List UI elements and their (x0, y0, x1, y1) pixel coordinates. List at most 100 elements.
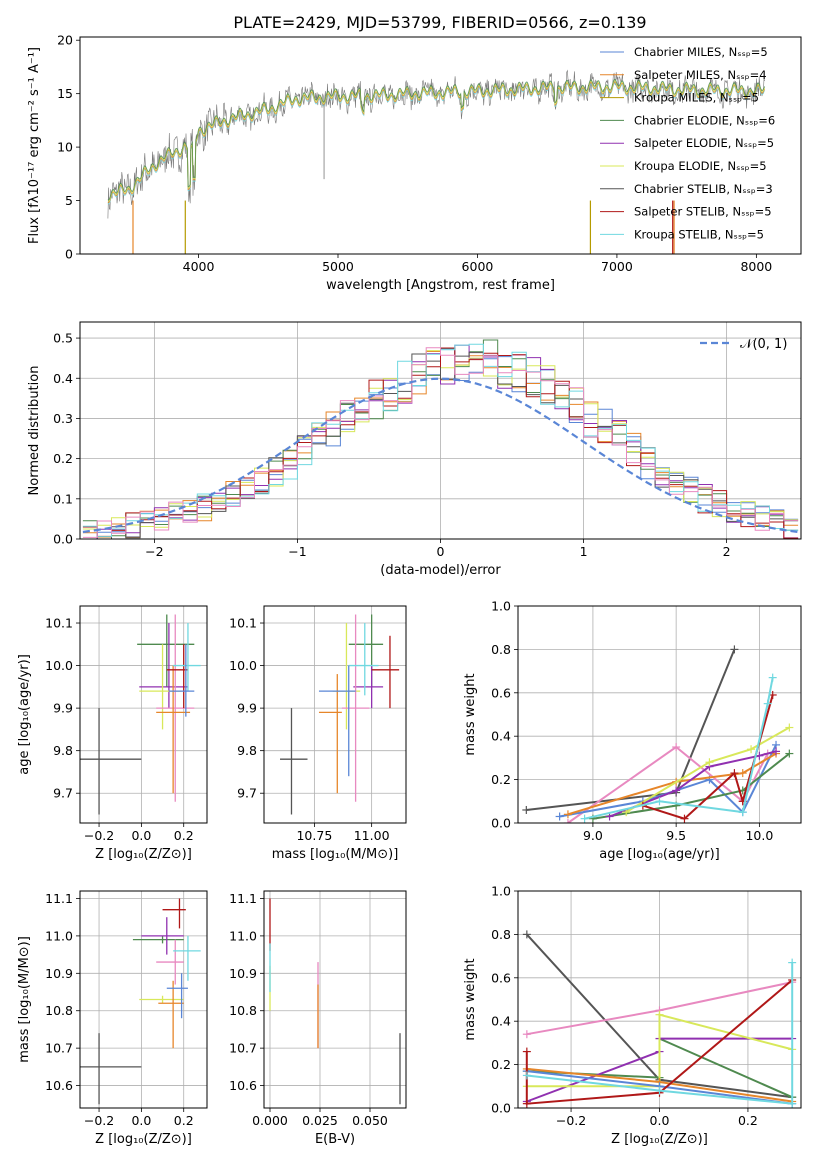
y-tick-label: 10.6 (229, 1078, 257, 1093)
axes-frame (79, 605, 208, 824)
y-tick-label: 9.9 (53, 701, 73, 716)
normal-curve (82, 377, 799, 534)
plot-area (280, 614, 400, 815)
axes-frame (263, 605, 407, 824)
y-tick-label: 10.7 (229, 1041, 257, 1056)
plot-area (107, 69, 766, 254)
x-tick-label: −2 (145, 544, 163, 559)
y-tick-label: 1.0 (491, 884, 511, 899)
y-axis-label: age [log₁₀(age/yr)] (17, 654, 32, 775)
x-tick-label: 8000 (740, 259, 772, 274)
legend-entry: Chabrier STELIB, Nₛₛₚ=3 (634, 182, 773, 196)
x-tick-label: −0.2 (84, 1113, 114, 1128)
axes-frame (79, 321, 802, 540)
x-tick-label: 6000 (462, 259, 494, 274)
axes-frame (79, 890, 208, 1109)
y-tick-label: 5 (65, 193, 73, 208)
y-tick-label: 10.9 (45, 966, 73, 981)
plot-area (80, 614, 201, 815)
mass-weight-line (526, 1013, 793, 1088)
legend-entry: Kroupa STELIB, Nₛₛₚ=5 (634, 227, 764, 241)
y-axis-label: mass [log₁₀(M/M⊙)] (17, 936, 32, 1063)
mass-weight-line (526, 649, 736, 811)
y-axis-label: Flux [fλ10⁻¹⁷ erg cm⁻² s⁻¹ A⁻¹] (27, 47, 42, 244)
y-tick-label: 0.3 (53, 411, 73, 426)
y-tick-label: 9.7 (237, 786, 257, 801)
x-tick-label: 0.000 (252, 1113, 288, 1128)
x-tick-label: 4000 (183, 259, 215, 274)
x-axis-label: Z [log₁₀(Z/Z⊙)] (611, 1132, 708, 1147)
y-tick-label: 0 (65, 247, 73, 262)
axes-frame (517, 605, 802, 824)
x-tick-label: 10.75 (296, 828, 332, 843)
y-tick-label: 0.2 (491, 1057, 511, 1072)
legend-entry: Chabrier ELODIE, Nₛₛₚ=6 (634, 113, 775, 127)
y-tick-label: 0.6 (491, 970, 511, 985)
x-tick-label: 9.0 (583, 828, 603, 843)
histogram-series (82, 352, 799, 539)
axes-frame (517, 890, 802, 1109)
mass-weight-line (526, 962, 794, 1105)
x-axis-label: Z [log₁₀(Z/Z⊙)] (95, 847, 192, 862)
histogram-series (82, 347, 799, 538)
mass-weight-line (625, 726, 790, 813)
y-tick-label: 10.1 (45, 616, 73, 631)
y-tick-label: 9.8 (237, 743, 257, 758)
y-tick-label: 10.6 (45, 1078, 73, 1093)
legend-entry: Salpeter MILES, Nₛₛₚ=4 (634, 68, 767, 82)
y-tick-label: 10.8 (229, 1003, 257, 1018)
x-axis-label: age [log₁₀(age/yr)] (599, 847, 720, 862)
x-tick-label: 0 (437, 544, 445, 559)
legend-entry: Salpeter ELODIE, Nₛₛₚ=5 (634, 136, 774, 150)
x-tick-label: 0.050 (352, 1113, 388, 1128)
legend-entry: 𝒩(0, 1) (740, 337, 787, 352)
y-tick-label: 0.4 (53, 371, 73, 386)
plot-area (82, 339, 799, 539)
y-tick-label: 10.8 (45, 1003, 73, 1018)
x-axis-label: (data-model)/error (380, 563, 501, 578)
y-tick-label: 10.0 (45, 658, 73, 673)
plot-area (80, 898, 201, 1105)
x-tick-label: 0.0 (131, 828, 151, 843)
x-tick-label: 11.00 (354, 828, 390, 843)
plot-area (522, 645, 794, 823)
y-tick-label: 11.1 (45, 891, 73, 906)
y-tick-label: 10.1 (229, 616, 257, 631)
y-tick-label: 10.7 (45, 1041, 73, 1056)
x-tick-label: 9.5 (666, 828, 686, 843)
model-spectrum-line (107, 78, 766, 201)
y-tick-label: 0.1 (53, 491, 73, 506)
plot-area (522, 930, 797, 1108)
x-axis-label: mass [log₁₀(M/M⊙)] (272, 847, 399, 862)
x-tick-label: 0.2 (738, 1113, 758, 1128)
y-tick-label: 10 (57, 140, 73, 155)
y-tick-label: 10.0 (229, 658, 257, 673)
histogram-series (82, 347, 799, 539)
y-tick-label: 9.7 (53, 786, 73, 801)
y-tick-label: 11.0 (45, 928, 73, 943)
y-tick-label: 0.5 (53, 331, 73, 346)
y-tick-label: 9.9 (237, 701, 257, 716)
x-axis-label: Z [log₁₀(Z/Z⊙)] (95, 1132, 192, 1147)
y-tick-label: 20 (57, 33, 73, 48)
x-tick-label: 10.0 (745, 828, 773, 843)
y-tick-label: 0.4 (491, 729, 511, 744)
y-axis-label: Normed distribution (27, 366, 42, 496)
legend-entry: Kroupa MILES, Nₛₛₚ=5 (634, 91, 759, 105)
x-tick-label: 5000 (322, 259, 354, 274)
x-tick-label: 7000 (601, 259, 633, 274)
x-tick-label: −0.2 (556, 1113, 586, 1128)
y-axis-label: mass weight (463, 673, 478, 755)
x-tick-label: 0.2 (174, 1113, 194, 1128)
mass-weight-line (567, 752, 777, 816)
y-tick-label: 0.0 (491, 816, 511, 831)
x-tick-label: 1 (580, 544, 588, 559)
y-tick-label: 0.2 (53, 451, 73, 466)
y-tick-label: 11.1 (229, 891, 257, 906)
y-tick-label: 11.0 (229, 928, 257, 943)
y-tick-label: 1.0 (491, 599, 511, 614)
y-tick-label: 0.6 (491, 685, 511, 700)
x-axis-label: E(B-V) (315, 1132, 355, 1147)
